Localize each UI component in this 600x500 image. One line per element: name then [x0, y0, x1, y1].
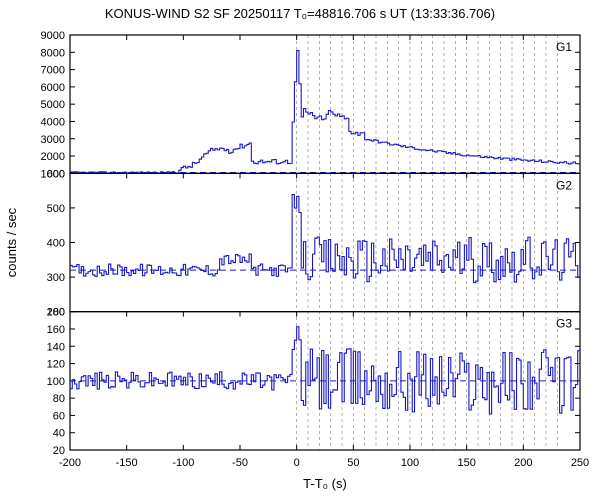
svg-text:-100: -100 [172, 457, 194, 469]
svg-text:80: 80 [53, 393, 65, 405]
svg-text:G1: G1 [556, 40, 572, 54]
svg-text:6000: 6000 [41, 82, 65, 94]
svg-text:180: 180 [47, 307, 65, 319]
svg-text:5000: 5000 [41, 99, 65, 111]
svg-text:-50: -50 [232, 457, 248, 469]
svg-text:G2: G2 [556, 178, 572, 192]
svg-text:20: 20 [53, 445, 65, 457]
lightcurve-plot: KONUS-WIND S2 SF 20250117 T₀=48816.706 s… [0, 0, 600, 500]
svg-text:40: 40 [53, 428, 65, 440]
svg-text:2000: 2000 [41, 151, 65, 163]
svg-text:500: 500 [47, 203, 65, 215]
svg-text:-200: -200 [59, 457, 81, 469]
chart-container: KONUS-WIND S2 SF 20250117 T₀=48816.706 s… [0, 0, 600, 500]
svg-text:120: 120 [47, 359, 65, 371]
svg-text:-150: -150 [116, 457, 138, 469]
svg-text:8000: 8000 [41, 47, 65, 59]
svg-text:600: 600 [47, 168, 65, 180]
svg-text:300: 300 [47, 272, 65, 284]
svg-text:KONUS-WIND S2 SF 20250117 T₀=4: KONUS-WIND S2 SF 20250117 T₀=48816.706 s… [105, 6, 495, 21]
svg-text:7000: 7000 [41, 65, 65, 77]
svg-text:200: 200 [514, 457, 532, 469]
svg-text:9000: 9000 [41, 30, 65, 42]
svg-text:3000: 3000 [41, 134, 65, 146]
svg-text:160: 160 [47, 324, 65, 336]
svg-text:4000: 4000 [41, 116, 65, 128]
svg-text:G3: G3 [556, 317, 572, 331]
svg-text:60: 60 [53, 410, 65, 422]
svg-text:50: 50 [347, 457, 359, 469]
svg-text:400: 400 [47, 238, 65, 250]
svg-text:150: 150 [457, 457, 475, 469]
svg-text:counts / sec: counts / sec [4, 207, 19, 277]
svg-text:100: 100 [47, 376, 65, 388]
svg-text:100: 100 [401, 457, 419, 469]
svg-text:250: 250 [571, 457, 589, 469]
svg-text:0: 0 [294, 457, 300, 469]
svg-text:140: 140 [47, 341, 65, 353]
svg-text:T-T₀ (s): T-T₀ (s) [303, 476, 347, 491]
